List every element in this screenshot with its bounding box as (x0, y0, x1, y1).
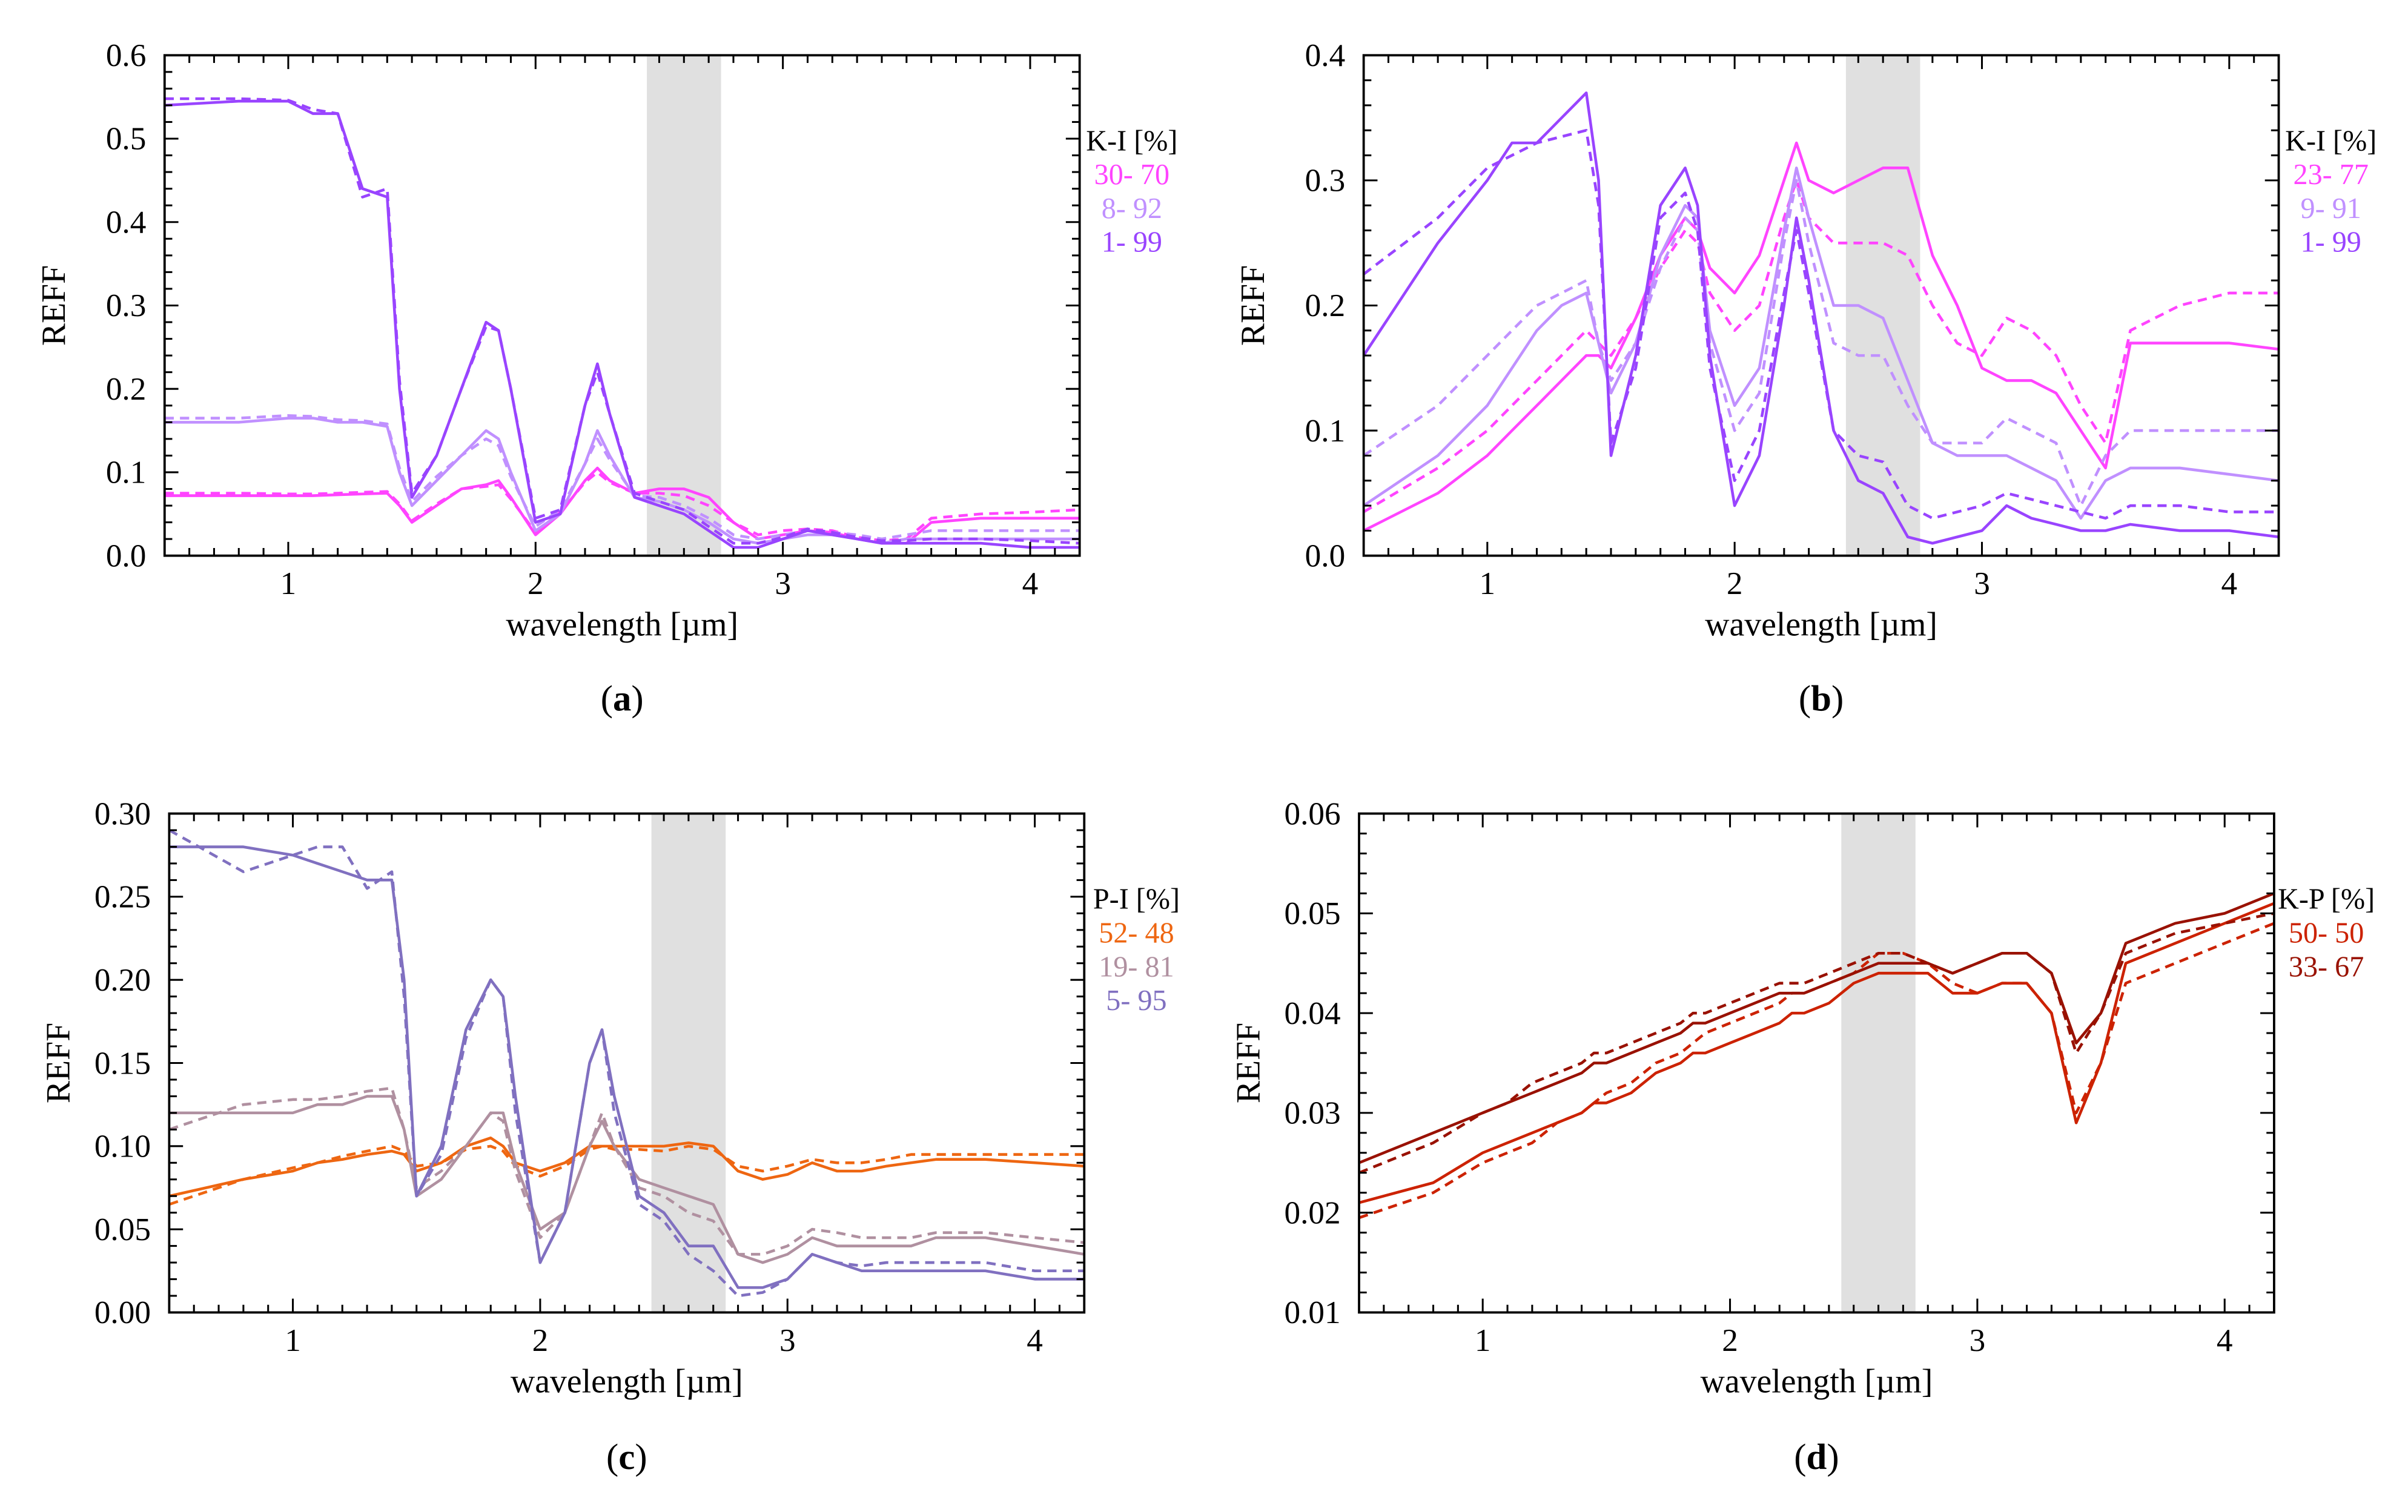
y-tick-label: 0.02 (1284, 1195, 1340, 1230)
series-line-solid-2 (169, 845, 1085, 1289)
y-tick-label: 0.1 (106, 455, 147, 490)
x-tick-label: 4 (1027, 1322, 1043, 1358)
y-axis-label: REFF (1229, 1023, 1267, 1103)
y-tick-label: 0.6 (106, 38, 147, 73)
legend-title: P-I [%] (1093, 883, 1180, 916)
series-line-dashed-1 (1363, 179, 2279, 507)
x-tick-label: 2 (528, 566, 544, 601)
shaded-band (1841, 813, 1916, 1313)
series-line-dashed-2 (1363, 128, 2279, 520)
shaded-band (651, 813, 726, 1313)
legend-entry: 52- 48 (1099, 917, 1174, 949)
panel-caption: (c) (606, 1437, 647, 1477)
series-line-dashed-2 (164, 97, 1080, 545)
x-axis-label: wavelength [µm] (511, 1362, 743, 1400)
y-axis-label: REFF (35, 265, 73, 346)
x-tick-label: 2 (1727, 566, 1743, 601)
panel-caption: (d) (1794, 1437, 1839, 1477)
y-axis-label: REFF (1234, 265, 1272, 346)
y-tick-label: 0.4 (106, 204, 147, 240)
panel-b: 1 2 3 4 0.0 0.1 0.2 0.3 0.4 wavelength [µm] REFF K-… (1234, 38, 2377, 719)
series-line-solid-1 (169, 1095, 1085, 1264)
x-axis-label: wavelength [µm] (1705, 606, 1937, 644)
y-tick-label: 0.3 (1305, 163, 1346, 199)
y-tick-label: 0.06 (1284, 796, 1340, 831)
y-tick-label: 0.01 (1284, 1295, 1340, 1330)
x-tick-label: 1 (285, 1322, 301, 1358)
legend-title: K-I [%] (1086, 125, 1177, 157)
y-tick-label: 0.05 (1284, 896, 1340, 931)
legend-entry: 19- 81 (1099, 951, 1174, 983)
x-tick-label: 3 (1974, 566, 1990, 601)
panel-caption: (a) (601, 679, 644, 719)
legend-entry: 8- 92 (1102, 193, 1162, 225)
y-tick-label: 0.00 (94, 1295, 151, 1330)
legend-title: K-I [%] (2285, 125, 2377, 157)
x-tick-label: 3 (1970, 1322, 1986, 1358)
y-tick-label: 0.20 (94, 962, 151, 998)
x-tick-label: 3 (775, 566, 791, 601)
series-line-dashed-0 (169, 1144, 1085, 1206)
legend-entry: 9- 91 (2301, 193, 2361, 225)
panel-d: 1 2 3 4 0.01 0.02 0.03 0.04 0.05 0.06 wavelength [… (1229, 796, 2375, 1477)
y-tick-label: 0.5 (106, 121, 147, 157)
series-line-dashed-0 (1363, 179, 2279, 513)
series-line-solid-0 (1363, 141, 2279, 532)
series-line-solid-1 (1359, 892, 2274, 1164)
x-tick-label: 4 (1022, 566, 1039, 601)
series-line-dashed-2 (169, 828, 1085, 1298)
y-tick-label: 0.0 (1305, 538, 1346, 573)
legend-entry: 30- 70 (1094, 159, 1169, 191)
y-tick-label: 0.10 (94, 1129, 151, 1164)
series-line-dashed-0 (1359, 922, 2274, 1220)
y-tick-label: 0.05 (94, 1212, 151, 1247)
x-tick-label: 4 (2217, 1322, 2233, 1358)
x-axis-label: wavelength [µm] (1701, 1362, 1933, 1400)
x-tick-label: 1 (1475, 1322, 1491, 1358)
y-tick-label: 0.04 (1284, 995, 1340, 1031)
panel-a: 1 2 3 4 0.0 0.1 0.2 0.3 0.4 0.5 0.6 wavelength [µm]… (35, 38, 1177, 719)
y-axis-label: REFF (40, 1023, 78, 1103)
x-tick-label: 4 (2221, 566, 2238, 601)
y-tick-label: 0.4 (1305, 38, 1346, 73)
series-line-dashed-1 (169, 1086, 1085, 1256)
plot-frame (163, 54, 1081, 557)
plot-frame (1362, 54, 2280, 557)
legend-title: K-P [%] (2278, 883, 2375, 916)
y-tick-label: 0.2 (1305, 288, 1346, 323)
series-line-solid-2 (1363, 91, 2279, 545)
x-axis-label: wavelength [µm] (506, 606, 738, 644)
shaded-band (647, 55, 721, 556)
x-tick-label: 3 (779, 1322, 796, 1358)
x-tick-label: 2 (1722, 1322, 1738, 1358)
y-tick-label: 0.0 (106, 538, 147, 573)
panel-c: 1 2 3 4 0.00 0.05 0.10 0.15 0.20 0.25 0.30 waveleng… (40, 796, 1180, 1477)
legend-entry: 23- 77 (2294, 159, 2369, 191)
x-tick-label: 1 (280, 566, 297, 601)
legend-entry: 1- 99 (2301, 226, 2361, 259)
y-tick-label: 0.30 (94, 796, 151, 831)
series-line-solid-0 (169, 1136, 1085, 1198)
legend-entry: 50- 50 (2289, 917, 2364, 949)
plot-frame (1358, 812, 2275, 1314)
y-tick-label: 0.2 (106, 371, 147, 407)
y-tick-label: 0.1 (1305, 413, 1346, 449)
legend-entry: 1- 99 (1102, 226, 1162, 259)
legend-entry: 33- 67 (2289, 951, 2364, 983)
x-tick-label: 1 (1480, 566, 1496, 601)
y-tick-label: 0.15 (94, 1045, 151, 1081)
x-tick-label: 2 (532, 1322, 549, 1358)
legend-entry: 5- 95 (1106, 985, 1166, 1017)
panel-caption: (b) (1799, 679, 1844, 719)
series-line-dashed-1 (164, 414, 1080, 541)
y-tick-label: 0.25 (94, 879, 151, 915)
series-line-solid-1 (164, 417, 1080, 545)
y-tick-label: 0.3 (106, 288, 147, 323)
series-line-solid-0 (1359, 902, 2274, 1204)
y-tick-label: 0.03 (1284, 1095, 1340, 1131)
series-line-solid-2 (164, 99, 1080, 549)
series-line-dashed-1 (1359, 912, 2274, 1174)
series-line-solid-1 (1363, 167, 2279, 520)
